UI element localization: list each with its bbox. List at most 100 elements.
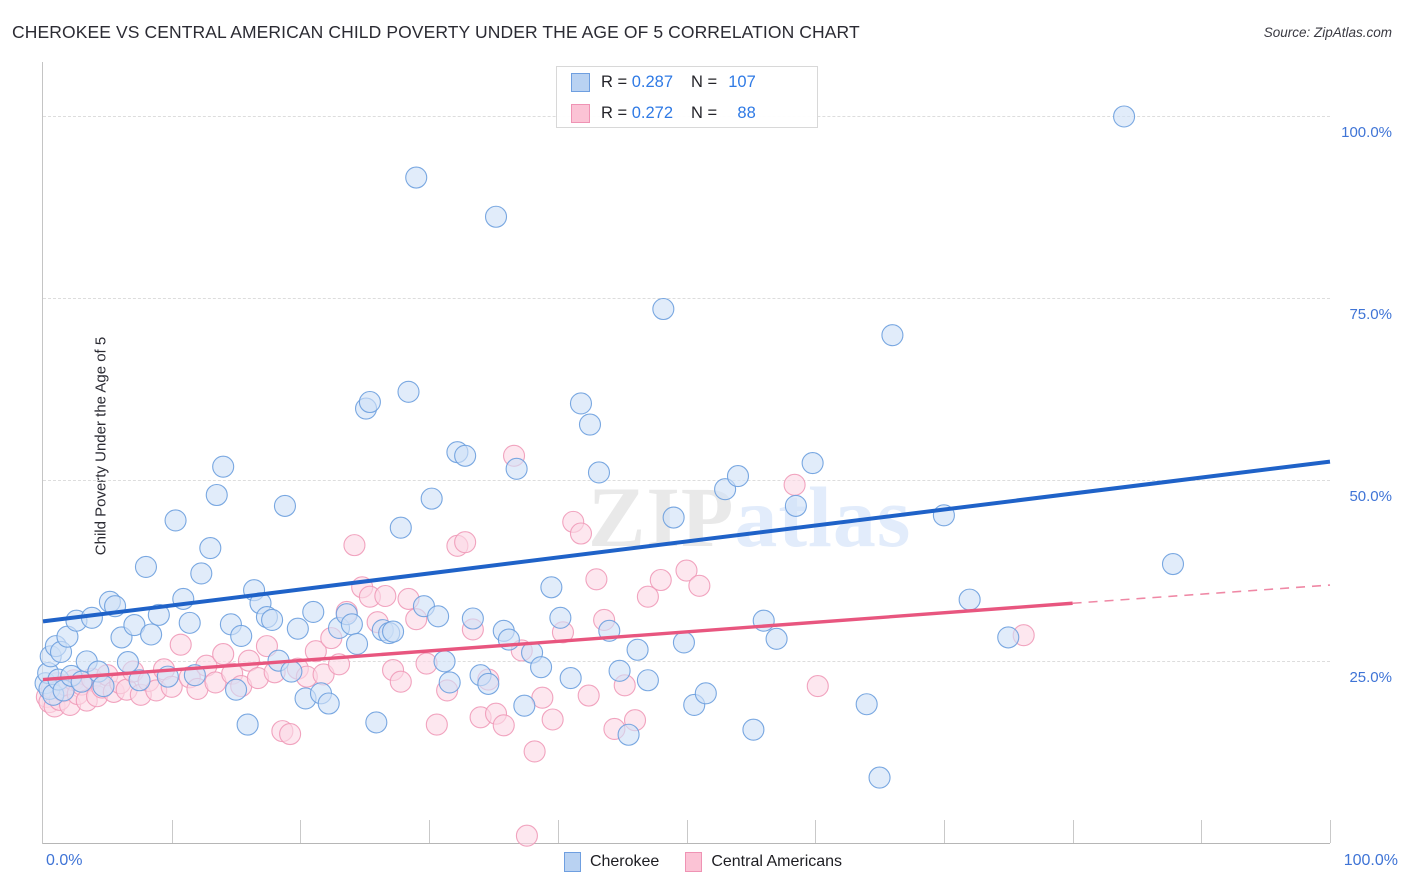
trendline-cherokee [42, 459, 1331, 624]
scatter-point [169, 633, 192, 656]
scatter-point [569, 392, 593, 415]
trendlines-layer [42, 459, 1331, 682]
scatter-point [123, 613, 146, 637]
scatter-point [636, 669, 659, 692]
scatter-point [358, 390, 381, 414]
x-axis-max-label: 100.0% [1343, 852, 1398, 869]
r-value-central-americans: 0.272 [631, 104, 674, 122]
scatter-point [801, 451, 824, 475]
correlation-stats-legend: R = 0.287 N = 107 R = 0.272 N = 88 [556, 66, 818, 128]
source-attribution: Source: ZipAtlas.com [1263, 25, 1392, 40]
gridline-50 [43, 479, 1330, 481]
scatter-point [578, 413, 602, 436]
scatter-point [286, 617, 309, 640]
gridline-25 [43, 661, 1330, 663]
scatter-point [636, 585, 659, 608]
x-tick-60 [815, 820, 817, 843]
scatter-point [205, 483, 228, 507]
scatter-point [484, 205, 508, 228]
stats-r-cherokee: R = 0.287 N = 107 [601, 73, 756, 92]
y-axis-line [42, 62, 43, 844]
scatter-point [652, 297, 675, 321]
x-tick-70 [943, 820, 945, 843]
scatter-point [199, 536, 222, 560]
scatter-point [389, 516, 412, 539]
scatter-point [420, 487, 443, 510]
scatter-point [559, 667, 582, 690]
scatter-point [742, 718, 765, 741]
scatter-point [164, 509, 187, 532]
scatter-point [140, 623, 163, 646]
scatter-point [784, 494, 807, 517]
r-label-central-americans: R = [601, 104, 628, 122]
scatter-point [134, 555, 158, 578]
x-tick-30 [429, 820, 431, 843]
x-tick-80 [1072, 820, 1074, 843]
scatter-point [427, 605, 450, 628]
scatter-point [649, 568, 672, 592]
scatter-point [302, 600, 325, 624]
scatter-point [726, 465, 750, 488]
x-tick-20 [300, 820, 302, 843]
scatter-point [1113, 105, 1136, 128]
scatter-point [626, 638, 649, 661]
scatter-point [236, 713, 259, 736]
scatter-points-layer [34, 105, 1185, 847]
scatter-point [304, 640, 327, 663]
x-tick-40 [557, 820, 559, 843]
scatter-point [523, 740, 546, 763]
scatter-point [454, 444, 477, 467]
scatter-point [617, 723, 640, 746]
legend-swatch-central-americans [685, 852, 703, 872]
scatter-point [425, 713, 448, 736]
scatter-point [662, 506, 685, 529]
trendline-central-americans-extrapolated [1072, 584, 1331, 605]
x-tick-10 [171, 820, 173, 843]
scatter-point [765, 627, 788, 650]
scatter-point [230, 624, 253, 647]
y-axis-label-50: 50.0% [1349, 487, 1392, 505]
legend-item-central-americans[interactable]: Central Americans [685, 852, 842, 872]
x-axis-min-label: 0.0% [46, 852, 83, 869]
scatter-point [128, 669, 151, 692]
scatter-point [881, 324, 904, 347]
scatter-point [1161, 552, 1185, 576]
x-axis-line [43, 843, 1330, 844]
scatter-point [608, 659, 631, 682]
scatter-point [688, 574, 711, 597]
legend-item-cherokee[interactable]: Cherokee [563, 852, 660, 872]
scatter-point [675, 559, 698, 582]
scatter-point [343, 534, 366, 557]
y-axis-label-75: 75.0% [1349, 306, 1392, 324]
scatter-point [212, 455, 235, 478]
scatter-point [273, 494, 297, 517]
n-label-cherokee: N = [691, 73, 718, 91]
scatter-point [405, 166, 428, 189]
legend-swatch-cherokee [563, 852, 581, 872]
x-tick-50 [686, 820, 688, 843]
series-legend: Cherokee Central Americans [0, 852, 1406, 872]
scatter-point [190, 562, 213, 585]
scatter-point [585, 568, 608, 591]
scatter-point [855, 693, 878, 716]
r-value-cherokee: 0.287 [631, 73, 674, 91]
scatter-point [317, 692, 340, 715]
scatter-point [374, 584, 397, 608]
n-value-cherokee: 107 [728, 73, 756, 91]
scatter-point [397, 380, 420, 403]
scatter-point [492, 714, 515, 737]
scatter-point [530, 656, 553, 679]
stats-swatch-central-americans [571, 104, 590, 123]
scatter-point [541, 708, 564, 731]
legend-label-cherokee: Cherokee [589, 853, 660, 870]
stats-row-cherokee: R = 0.287 N = 107 [557, 67, 817, 98]
scatter-point [587, 461, 611, 484]
x-tick-100 [1330, 820, 1331, 843]
scatter-point [569, 522, 593, 545]
plot-area: ZIPatlas [34, 62, 1331, 847]
scatter-point [461, 607, 484, 630]
scatter-point [365, 711, 388, 734]
scatter-point [505, 457, 528, 480]
stats-r-central-americans: R = 0.272 N = 88 [601, 104, 756, 123]
